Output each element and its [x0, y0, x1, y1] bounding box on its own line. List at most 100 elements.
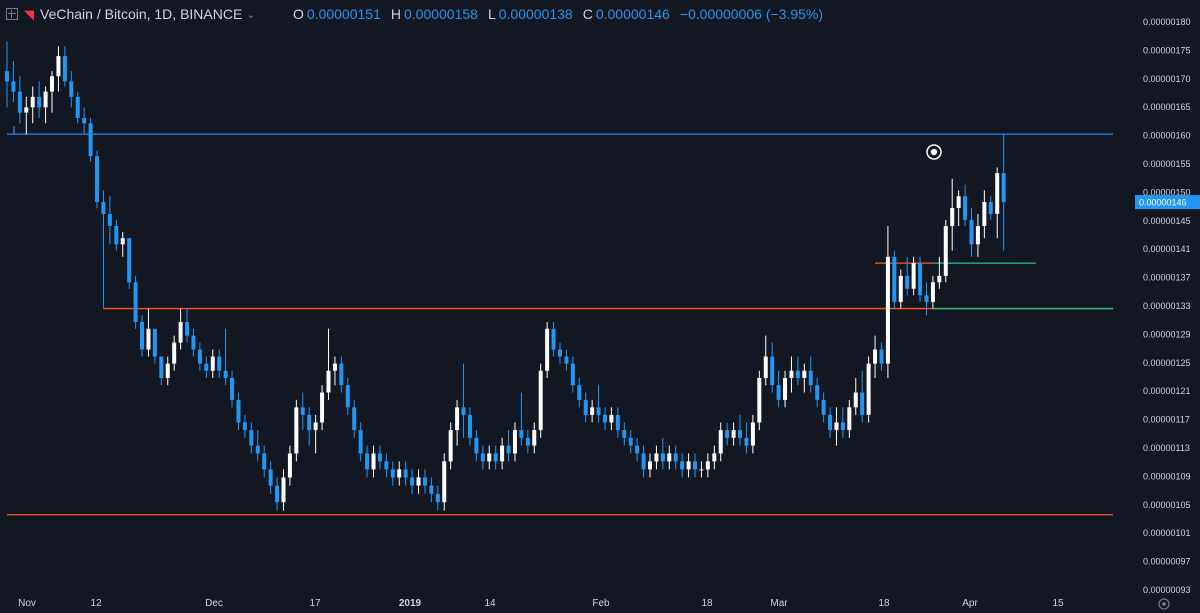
candle: [461, 363, 466, 438]
candle-body: [808, 370, 813, 386]
candle-body: [339, 363, 344, 386]
candle-body: [146, 328, 151, 350]
time-axis[interactable]: Nov 12 Dec 17 2019 14 Feb 18 Mar 18 Apr 15: [18, 598, 1064, 609]
candle: [217, 349, 222, 378]
candle: [493, 445, 498, 470]
candle: [37, 81, 42, 118]
candle: [403, 461, 408, 486]
candle-body: [480, 453, 485, 462]
candle-body: [377, 453, 382, 462]
chevron-down-icon[interactable]: ⌄: [246, 8, 256, 21]
candle-body: [648, 461, 652, 470]
symbol-header[interactable]: ◥ VeChain / Bitcoin, 1D, BINANCE ⌄: [6, 4, 256, 24]
price-tick-label: 0.00000150: [1143, 187, 1191, 197]
candle: [487, 445, 492, 470]
candle: [545, 321, 550, 378]
candle-body: [120, 238, 125, 245]
candle-body: [937, 275, 942, 283]
time-tick-label: 18: [701, 598, 713, 609]
candle-body: [101, 202, 106, 214]
candle: [275, 477, 280, 511]
candle: [873, 335, 878, 378]
candle-body: [82, 117, 87, 124]
candle: [352, 399, 357, 438]
candle: [429, 477, 434, 503]
candle-body: [185, 321, 190, 336]
candle-body: [332, 363, 337, 371]
candle: [815, 377, 820, 408]
high-label: H: [390, 6, 401, 22]
alert-marker[interactable]: [926, 144, 942, 160]
time-tick-label: Nov: [18, 598, 36, 609]
candle: [474, 430, 479, 462]
candle: [326, 328, 331, 400]
candle-body: [596, 407, 601, 415]
candle: [480, 445, 485, 470]
price-tick-label: 0.00000125: [1143, 358, 1191, 368]
candle: [500, 437, 505, 470]
candle: [88, 117, 93, 162]
open-label: O: [293, 6, 304, 22]
candle-body: [770, 356, 775, 386]
candle-body: [525, 437, 530, 446]
candle-body: [30, 96, 35, 108]
candle: [570, 356, 575, 393]
price-tick-label: 0.00000129: [1143, 329, 1191, 339]
candle-body: [204, 363, 209, 371]
candle-body: [538, 370, 543, 431]
candle-body: [11, 81, 16, 92]
candle: [191, 328, 196, 357]
candle-body: [615, 414, 620, 431]
candle-body: [358, 430, 363, 454]
candle-body: [352, 407, 357, 431]
candle: [525, 430, 530, 454]
settings-gear-icon[interactable]: [1158, 598, 1170, 610]
candle: [635, 437, 640, 462]
candle: [159, 356, 164, 386]
candle-body: [390, 469, 395, 478]
candle-body: [834, 422, 839, 431]
candle: [731, 422, 736, 446]
candle: [185, 308, 190, 343]
candle: [776, 370, 781, 408]
candle-body: [178, 321, 183, 343]
candle-body: [268, 469, 273, 486]
candle: [43, 86, 48, 124]
candle-body: [43, 91, 48, 108]
candle-body: [654, 453, 659, 462]
current-price-tag: [1135, 195, 1200, 210]
candle-body: [281, 477, 286, 503]
candle-body: [995, 173, 1000, 214]
candle: [152, 328, 157, 364]
candle: [107, 196, 112, 245]
candle-body: [570, 363, 575, 386]
candle-body: [885, 256, 890, 364]
expand-icon[interactable]: [6, 8, 18, 20]
candle-body: [815, 385, 820, 400]
price-axis[interactable]: 0.00000180 0.00000175 0.00000170 0.00000165…: [1135, 17, 1200, 595]
candle-body: [802, 370, 807, 378]
candle-body: [519, 430, 524, 438]
target-icon[interactable]: [926, 144, 942, 160]
candle: [82, 107, 87, 135]
candle-body: [236, 399, 241, 423]
candle-body: [152, 328, 157, 357]
candle: [963, 184, 968, 226]
candle: [770, 342, 775, 393]
candle-body: [410, 477, 415, 486]
time-tick-label: Mar: [770, 598, 788, 609]
candle: [442, 453, 447, 511]
candle: [680, 453, 685, 478]
symbol-title[interactable]: VeChain / Bitcoin, 1D, BINANCE: [40, 6, 243, 22]
candle-body: [448, 430, 453, 462]
candle-body: [602, 414, 607, 423]
candle: [127, 238, 132, 289]
candle: [178, 308, 183, 350]
candle: [300, 392, 305, 431]
candle-body: [217, 356, 222, 371]
candle-body: [307, 414, 312, 431]
candle: [455, 399, 460, 446]
candle-body: [776, 385, 781, 400]
candle-body: [50, 76, 55, 92]
